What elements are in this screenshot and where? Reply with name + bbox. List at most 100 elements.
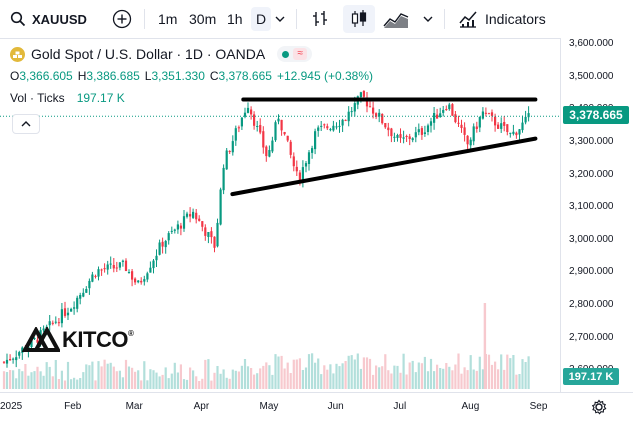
volume-legend-label: Vol · Ticks — [10, 91, 65, 105]
candle-body — [277, 118, 280, 122]
candle-body — [76, 297, 79, 309]
price-tick: 3,600.000 — [569, 38, 614, 49]
candle-body — [268, 150, 271, 157]
candles-style-button[interactable] — [343, 5, 375, 33]
candle-body — [490, 112, 494, 116]
volume-bar — [329, 364, 332, 389]
interval-1m[interactable]: 1m — [158, 11, 178, 27]
volume-bar — [524, 362, 527, 389]
time-axis[interactable]: 2025 Feb Mar Apr May Jun Jul Aug Sep — [0, 392, 633, 424]
volume-bar — [246, 366, 250, 389]
candle-body — [240, 117, 243, 127]
volume-bar — [483, 303, 487, 389]
candle-body — [12, 358, 15, 360]
price-tick: 3,000.000 — [569, 233, 614, 245]
candle-body — [231, 141, 234, 153]
volume-bar — [18, 368, 21, 389]
volume-bar — [271, 374, 274, 389]
symbol-search[interactable]: XAUUSD — [10, 0, 87, 38]
price-axis[interactable]: 3,600.0003,500.0003,400.0003,300.0003,20… — [560, 38, 633, 392]
collapse-legend-button[interactable] — [12, 114, 40, 134]
price-tick: 2,700.000 — [569, 331, 614, 343]
support-trendline[interactable] — [230, 136, 538, 197]
candle-body — [94, 275, 97, 277]
interval-1h[interactable]: 1h — [227, 11, 243, 27]
candle-body — [399, 134, 402, 138]
candle-body — [378, 112, 381, 117]
indicators-button[interactable]: Indicators — [458, 0, 546, 38]
volume-bar — [121, 377, 124, 389]
volume-bar — [393, 365, 396, 389]
volume-bar — [304, 367, 308, 389]
candle-body — [112, 265, 115, 269]
candle-body — [124, 260, 128, 271]
volume-bar — [63, 380, 67, 389]
candle-body — [207, 232, 210, 237]
volume-bar — [423, 356, 426, 389]
candle-body — [460, 124, 463, 128]
candle-body — [420, 128, 423, 135]
volume-bar — [237, 371, 240, 389]
volume-legend-value: 197.17 K — [76, 91, 125, 105]
candle-body — [73, 307, 76, 309]
candle-body — [469, 139, 472, 146]
price-chart[interactable] — [0, 38, 560, 392]
volume-bar — [51, 376, 54, 389]
volume-bar — [82, 372, 85, 389]
candle-body — [216, 222, 219, 247]
volume-bar — [201, 378, 204, 389]
interval-d[interactable]: D — [251, 7, 272, 31]
candle-body — [259, 125, 262, 133]
candle-body — [265, 146, 268, 157]
candle-body — [115, 267, 118, 269]
candle-body — [408, 136, 411, 139]
candle-body — [127, 272, 131, 273]
candle-body — [246, 107, 250, 113]
indicators-label: Indicators — [485, 11, 546, 27]
high-label: H — [77, 69, 87, 83]
volume-bar — [347, 355, 350, 389]
volume-bar — [429, 358, 433, 389]
area-chart-icon — [383, 13, 409, 28]
volume-bar — [292, 359, 295, 389]
interval-dropdown[interactable] — [275, 0, 285, 38]
chart-type-dropdown[interactable] — [423, 0, 433, 38]
candle-body — [103, 268, 106, 270]
candle-body — [384, 123, 387, 128]
candle-body — [344, 119, 347, 121]
chart-toolbar: XAUUSD 1m 30m 1h D Indicators — [0, 0, 633, 39]
candle-body — [475, 126, 478, 129]
gold-logo-icon — [10, 46, 25, 62]
compare-symbol-button[interactable] — [112, 0, 132, 38]
area-style-button[interactable] — [383, 0, 409, 38]
bar-style-button[interactable] — [310, 0, 330, 38]
candle-body — [289, 141, 292, 155]
candle-body — [170, 230, 173, 232]
candle-body — [2, 361, 6, 363]
price-tick: 2,900.000 — [569, 266, 614, 278]
volume-bar — [436, 364, 439, 389]
candle-body — [152, 260, 155, 269]
price-tick: 3,300.000 — [569, 135, 614, 147]
interval-30m[interactable]: 30m — [189, 11, 217, 27]
candle-body — [311, 148, 314, 153]
volume-bar — [259, 368, 262, 389]
volume-bar — [76, 379, 79, 389]
candle-body — [210, 231, 213, 238]
candle-body — [402, 137, 405, 139]
volume-bar — [274, 354, 277, 389]
candle-body — [527, 113, 530, 118]
candle-body — [381, 114, 384, 124]
volume-bar — [472, 369, 475, 389]
candle-body — [121, 260, 124, 262]
volume-bar — [408, 362, 411, 389]
instrument-title: Gold Spot / U.S. Dollar · 1D · OANDA — [31, 46, 266, 62]
volume-bar — [497, 369, 500, 389]
volume-bar — [9, 370, 12, 389]
last-price-label: 3,378.665 — [563, 106, 629, 124]
settings-button[interactable] — [591, 399, 607, 420]
volume-bar — [5, 372, 9, 389]
volume-bar — [368, 358, 372, 389]
candle-body — [5, 359, 9, 364]
market-status-icon[interactable]: ≈ — [277, 46, 313, 62]
